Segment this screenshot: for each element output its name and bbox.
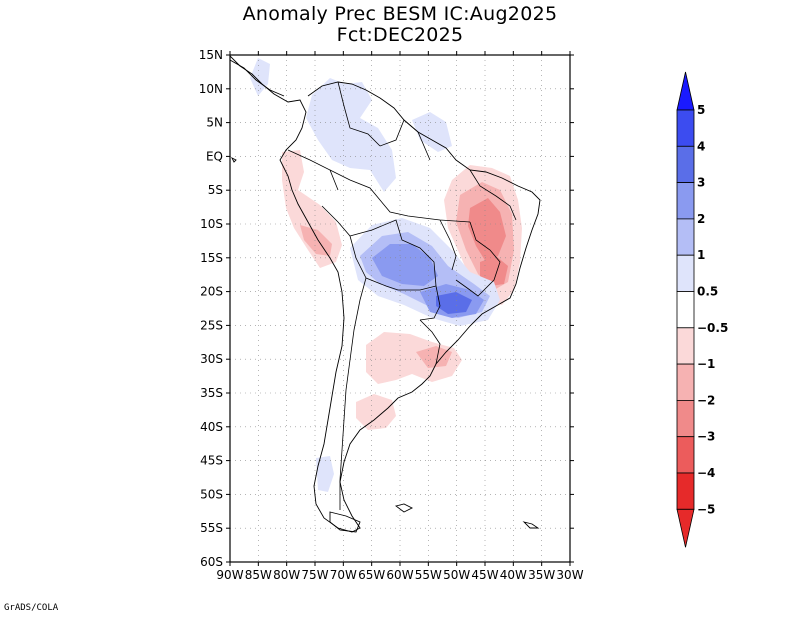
colorbar-segment <box>676 182 695 220</box>
anomaly-shading <box>250 58 522 492</box>
footer-credit: GrADS/COLA <box>4 603 59 613</box>
colorbar-label: 2 <box>697 212 705 226</box>
border-paraguay-brazil <box>419 285 441 321</box>
colorbar-label: −0.5 <box>697 321 728 335</box>
colorbar-segment <box>676 327 695 365</box>
anomaly-area-patagonia-dry <box>356 394 396 430</box>
lat-label: 15N <box>199 48 223 62</box>
lon-label: 45W <box>471 568 498 582</box>
lat-label: 20S <box>200 285 223 299</box>
colorbar-segment <box>676 218 695 256</box>
lat-label: 45S <box>200 454 223 468</box>
lon-label: 80W <box>273 568 300 582</box>
lon-label: 50W <box>443 568 470 582</box>
anomaly-area-guiana-wet <box>412 112 452 152</box>
anomaly-area-central-wet-strong <box>372 244 438 286</box>
lat-label: 25S <box>200 318 223 332</box>
lon-label: 35W <box>528 568 555 582</box>
lat-label: 10N <box>199 82 223 96</box>
border-amazon-peru-brazil <box>329 169 471 223</box>
border-bolivia-paraguay <box>365 277 437 291</box>
lat-label: 5N <box>206 116 223 130</box>
colorbar-segment <box>676 363 695 401</box>
axis-ticks <box>226 51 574 566</box>
anomaly-area-south-brazil-wet-core <box>436 292 472 314</box>
colorbar-arrow-top <box>676 71 695 111</box>
lat-label: 40S <box>200 420 223 434</box>
border-colombia-ecuador-peru <box>287 149 339 191</box>
anomaly-area-northeast-brazil-dry-core <box>468 198 506 262</box>
lat-label: 55S <box>200 521 223 535</box>
colorbar-segment <box>676 109 695 147</box>
colorbar-segment <box>676 399 695 438</box>
anomaly-area-colombia-wet <box>306 78 396 192</box>
south-georgia <box>522 521 540 529</box>
lon-label: 70W <box>330 568 357 582</box>
colorbar-segment <box>676 291 695 329</box>
falkland-islands <box>394 503 414 513</box>
colorbar-label: −4 <box>697 466 715 480</box>
border-chile-argentina <box>339 277 367 510</box>
lon-label: 55W <box>415 568 442 582</box>
coastline <box>230 55 541 533</box>
lat-label: 30S <box>200 352 223 366</box>
lon-label: 60W <box>386 568 413 582</box>
lat-label: EQ <box>206 149 223 163</box>
longitude-axis: 90W 85W 80W 75W 70W 65W 60W 55W 50W 45W 40W 35W 30W <box>216 568 583 582</box>
border-brazil-northeast <box>469 169 517 221</box>
lon-label: 85W <box>245 568 272 582</box>
border-colombia-venezuela <box>337 81 381 147</box>
anomaly-area-minas-dry-core <box>480 256 508 286</box>
colorbar-label: −2 <box>697 393 715 407</box>
colorbar-label: −3 <box>697 430 715 444</box>
border-bolivia-brazil <box>349 219 437 287</box>
colorbar-segment <box>676 436 695 474</box>
border-brazil-central <box>439 219 457 271</box>
chart-subtitle: Fct:DEC2025 <box>336 24 464 46</box>
tierra-del-fuego <box>329 511 361 533</box>
border-venezuela-guyana-brazil <box>379 119 431 161</box>
colorbar-segment <box>676 254 695 292</box>
lat-label: 5S <box>208 183 223 197</box>
border-brazil-states <box>455 221 501 297</box>
colorbar-label: 0.5 <box>697 285 718 299</box>
anomaly-area-argentina-dry <box>366 332 462 384</box>
lon-label: 40W <box>500 568 527 582</box>
lat-label: 10S <box>200 217 223 231</box>
colorbar-arrow-bottom <box>676 508 695 548</box>
chart-title: Anomaly Prec BESM IC:Aug2025 <box>242 3 558 25</box>
colorbar-label: −1 <box>697 357 715 371</box>
galapagos <box>230 156 237 163</box>
anomaly-area-peru-dry <box>282 150 342 268</box>
anomaly-area-uruguay-dry <box>416 346 452 368</box>
colorbar-segment <box>676 145 695 184</box>
colorbar-label: 3 <box>697 176 705 190</box>
colorbar-label: 1 <box>697 248 705 262</box>
lon-label: 30W <box>556 568 583 582</box>
lon-label: 75W <box>301 568 328 582</box>
anomaly-area-south-chile-wet <box>316 456 334 492</box>
lon-label: 90W <box>216 568 243 582</box>
lon-label: 65W <box>358 568 385 582</box>
colorbar: 5 4 3 2 1 0.5 −0.5 −1 −2 −3 −4 −5 <box>676 71 728 548</box>
country-borders <box>287 81 517 510</box>
latitude-axis: 15N 10N 5N EQ 5S 10S 15S 20S 25S 30S 35S 40S 45S 50S 5… <box>199 48 223 569</box>
colorbar-label: −5 <box>697 502 715 516</box>
colorbar-label: 5 <box>697 103 705 117</box>
colorbar-segment <box>676 472 695 510</box>
south-america-coastline <box>230 55 541 533</box>
colorbar-label: 4 <box>697 139 705 153</box>
map-grid <box>230 55 570 562</box>
border-argentina-brazil-uruguay <box>419 319 441 365</box>
lat-label: 60S <box>200 555 223 569</box>
lat-label: 35S <box>200 386 223 400</box>
lat-label: 50S <box>200 487 223 501</box>
central-america-coastline <box>230 59 285 97</box>
lat-label: 15S <box>200 251 223 265</box>
